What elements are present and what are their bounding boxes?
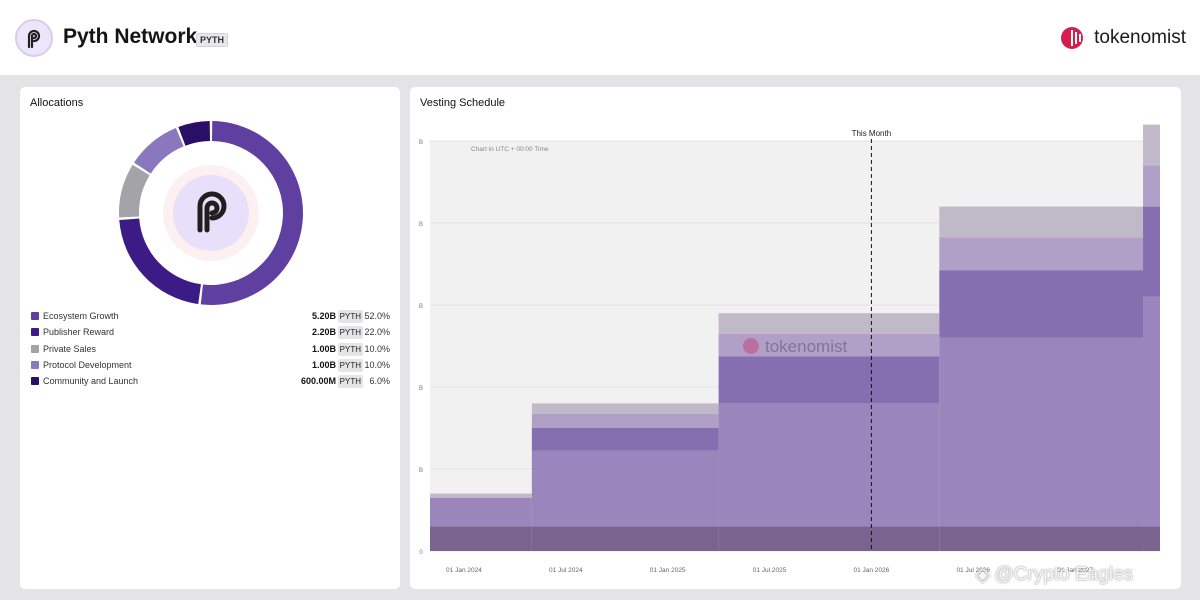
this-month-label: This Month — [852, 129, 892, 138]
y-tick-label: B — [419, 468, 423, 474]
pyth-center-logo-icon — [197, 191, 227, 233]
token-name: Pyth Network — [63, 25, 198, 48]
legend-ticker: PYTH — [337, 375, 363, 389]
y-tick-label: B — [419, 386, 423, 392]
vesting-step-layer — [430, 526, 532, 551]
vesting-step-layer — [939, 237, 1144, 271]
x-tick-label: 01 Jul 2024 — [549, 567, 583, 574]
donut-slice-community-and-launch[interactable] — [178, 121, 210, 146]
legend-swatch — [31, 328, 39, 337]
x-tick-label: 01 Jan 2027 — [1057, 567, 1093, 574]
legend-amount: 5.20B — [311, 311, 336, 321]
legend-amount: 1.00B — [311, 343, 336, 354]
vesting-step-layer — [531, 450, 719, 527]
donut-slice-publisher-reward[interactable] — [119, 218, 201, 305]
vesting-step-layer — [1143, 206, 1160, 297]
vesting-step-layer — [718, 356, 940, 404]
legend-ticker: PYTH — [337, 342, 363, 356]
vesting-step-layer — [939, 337, 1144, 527]
legend-row[interactable]: Community and Launch 600.00M PYTH 6.0% — [31, 375, 396, 389]
legend-percent: 10.0% — [364, 359, 390, 370]
vesting-step-layer — [1143, 526, 1160, 551]
legend-name: Private Sales — [43, 343, 97, 354]
legend-percent: 10.0% — [364, 343, 390, 354]
legend-amount: 600.00M — [300, 376, 336, 387]
legend-swatch — [31, 377, 39, 386]
vesting-step-layer — [531, 526, 719, 551]
vesting-chart[interactable]: 0 B B B B B 01 Jan 2024 01 Jul 2024 01 Jan 2025… — [410, 87, 1181, 589]
legend-amount: 2.20B — [311, 327, 336, 338]
legend-name: Ecosystem Growth — [43, 311, 119, 321]
allocations-title: Allocations — [30, 97, 84, 109]
watermark-text: tokenomist — [765, 337, 847, 356]
pyth-logo-icon — [15, 19, 53, 57]
x-tick-label: 01 Jan 2026 — [853, 567, 889, 574]
footer-watermark: ◈ @Crypto Eagles — [975, 562, 1133, 587]
footer-watermark-text: @Crypto Eagles — [994, 563, 1134, 585]
legend-swatch — [31, 344, 39, 353]
donut-slice-ecosystem-growth[interactable] — [200, 121, 303, 305]
legend-amount: 1.00B — [311, 359, 336, 370]
vesting-step-layer — [1143, 296, 1160, 527]
vesting-step-layer — [531, 403, 719, 414]
legend-row[interactable]: Protocol Development 1.00B PYTH 10.0% — [31, 358, 396, 373]
y-tick-label: B — [419, 140, 423, 146]
legend-name: Protocol Development — [43, 359, 132, 370]
legend-ticker: PYTH — [337, 310, 363, 323]
vesting-step-layer — [1143, 165, 1160, 207]
ticker-badge: PYTH — [196, 33, 229, 47]
x-tick-label: 01 Jan 2024 — [446, 567, 482, 574]
x-tick-label: 01 Jul 2025 — [753, 567, 787, 574]
vesting-step-layer — [430, 497, 532, 527]
allocations-panel: Allocations Ecosystem Growth 5.20B PYTH 52.… — [20, 87, 400, 589]
vesting-step-layer — [531, 413, 719, 428]
vesting-step-layer — [718, 333, 940, 357]
vesting-step-layer — [718, 313, 940, 334]
vesting-step-layer — [1143, 124, 1160, 166]
y-tick-label: 0 — [419, 550, 423, 556]
vesting-title: Vesting Schedule — [420, 97, 506, 109]
eagle-watermark-icon: ◈ — [975, 564, 991, 586]
allocation-donut-chart — [119, 121, 303, 305]
legend-name: Publisher Reward — [43, 327, 115, 338]
legend-percent: 6.0% — [369, 376, 390, 387]
donut-slice-protocol-development[interactable] — [134, 127, 184, 174]
tokenomist-logo-icon — [1061, 27, 1084, 49]
chart-watermark: tokenomist — [743, 337, 847, 356]
vesting-step-layer — [939, 206, 1144, 238]
y-tick-label: B — [419, 304, 423, 310]
vesting-step-layer — [939, 270, 1144, 338]
vesting-panel: Vesting Schedule 0 B B B B B 01 Jan 2024 01 Ju… — [410, 87, 1181, 589]
legend-percent: 22.0% — [364, 327, 390, 338]
brand-name: tokenomist — [1094, 27, 1186, 48]
legend-ticker: PYTH — [337, 326, 363, 340]
legend-row[interactable]: Private Sales 1.00B PYTH 10.0% — [31, 342, 396, 357]
chart-note: Chart in UTC + 00:00 Time — [471, 146, 549, 153]
legend-swatch — [31, 312, 39, 320]
watermark-logo-icon — [743, 338, 759, 354]
vesting-step-layer — [430, 493, 532, 498]
legend-row[interactable]: Ecosystem Growth 5.20B PYTH 52.0% — [31, 310, 396, 324]
legend-row[interactable]: Publisher Reward 2.20B PYTH 22.0% — [31, 326, 396, 340]
x-tick-label: 01 Jul 2026 — [956, 567, 990, 574]
y-tick-label: B — [419, 222, 423, 228]
legend-percent: 52.0% — [364, 311, 390, 321]
vesting-step-layer — [939, 526, 1144, 551]
vesting-step-layer — [531, 428, 719, 451]
legend-swatch — [31, 360, 39, 369]
donut-slice-private-sales[interactable] — [119, 164, 150, 218]
vesting-step-layer — [718, 403, 940, 527]
vesting-step-layer — [718, 526, 940, 551]
legend-ticker: PYTH — [337, 358, 363, 372]
page-header: Pyth Network PYTH tokenomist — [0, 0, 1200, 76]
tokenomist-brand[interactable]: tokenomist — [1060, 26, 1186, 50]
x-tick-label: 01 Jan 2025 — [650, 567, 686, 574]
legend-name: Community and Launch — [43, 376, 139, 387]
